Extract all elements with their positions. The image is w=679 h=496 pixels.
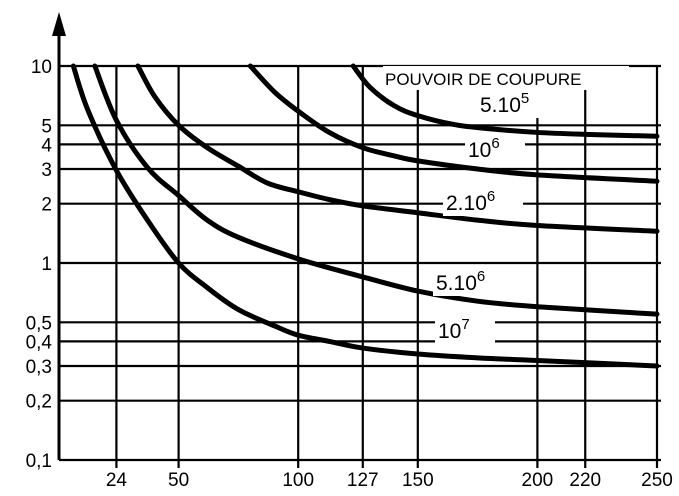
chart-title: POUVOIR DE COUPURE (385, 70, 581, 89)
title-background (383, 66, 629, 90)
y-tick-label: 3 (41, 160, 52, 181)
series-label-background (433, 268, 513, 296)
y-tick-label: 10 (31, 57, 52, 78)
series-label-background (443, 188, 523, 216)
series-label-exponent: 5 (521, 90, 529, 107)
x-tick-label: 250 (641, 470, 673, 491)
curves (70, 63, 660, 369)
y-tick-label: 0,1 (26, 451, 52, 472)
series-label-background (465, 135, 525, 163)
x-tick-label: 24 (106, 470, 128, 491)
series-label-exponent: 6 (477, 268, 485, 285)
series-line (350, 63, 660, 139)
x-tick-label: 150 (402, 470, 434, 491)
x-tick-label: 50 (168, 470, 189, 491)
y-tick-label: 0,2 (26, 392, 52, 413)
series-label-exponent: 7 (461, 316, 469, 333)
grid-lines (59, 64, 661, 468)
series-label-background (435, 316, 495, 344)
series-label-exponent: 6 (487, 188, 495, 205)
x-tick-label: 127 (347, 470, 379, 491)
series-label-background (477, 90, 557, 118)
y-tick-label: 2 (41, 195, 52, 216)
axes (52, 12, 66, 460)
y-tick-label: 0,5 (26, 313, 52, 334)
x-tick-label: 200 (522, 470, 554, 491)
y-tick-label: 5 (41, 116, 52, 137)
y-tick-label: 0,4 (26, 332, 53, 353)
x-tick-label: 220 (569, 470, 601, 491)
series-line (247, 63, 660, 184)
series-line (135, 63, 660, 234)
y-axis-arrow-icon (52, 12, 66, 36)
series-label-exponent: 6 (491, 135, 499, 152)
y-tick-label: 1 (41, 254, 52, 275)
series-line (92, 63, 660, 317)
series-line (70, 63, 660, 369)
x-tick-label: 100 (282, 470, 314, 491)
y-tick-label: 0,3 (26, 357, 52, 378)
y-tick-label: 4 (41, 135, 52, 156)
